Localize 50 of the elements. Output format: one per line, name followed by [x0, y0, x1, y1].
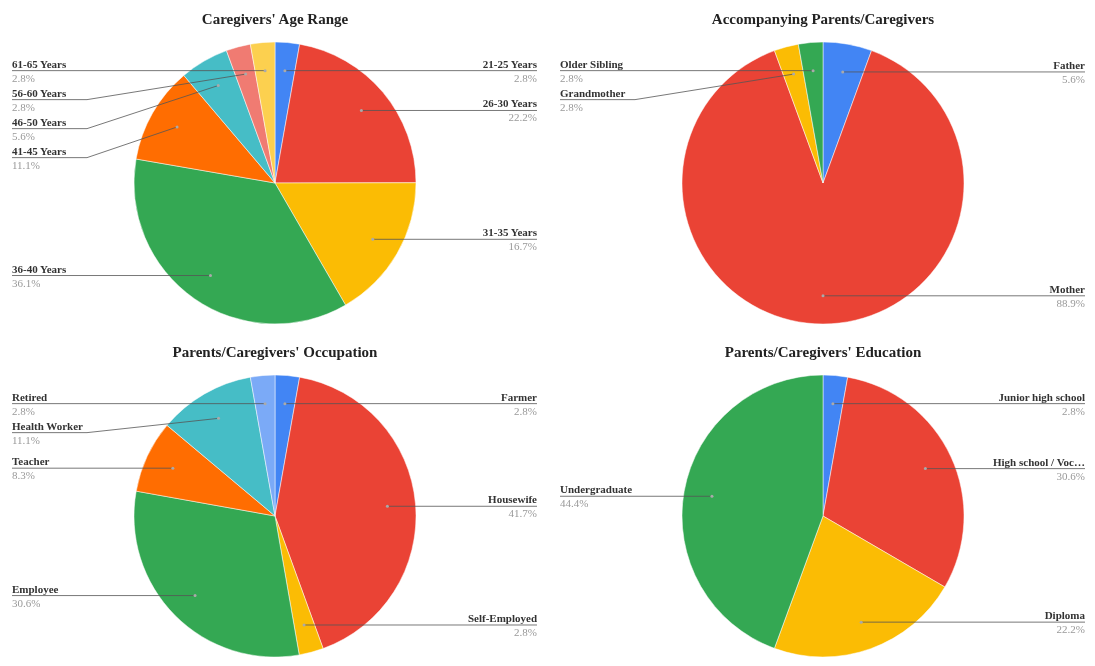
data-label: 16.7% [508, 240, 537, 253]
data-label: 2.8% [514, 625, 537, 638]
data-label: 88.9% [1056, 296, 1085, 309]
chart-title: Accompanying Parents/Caregivers [711, 11, 935, 27]
data-label: 2.8% [514, 404, 537, 417]
data-label: 8.3% [12, 469, 35, 482]
slice-label: 56-60 Years [12, 86, 67, 99]
slice-label: Grandmother [560, 86, 626, 99]
slice-label: Father [1053, 58, 1086, 71]
data-label: 5.6% [1062, 72, 1085, 85]
slice-label: 21-25 Years [482, 57, 538, 70]
slice-label: 31-35 Years [482, 226, 538, 239]
data-label: 44.4% [560, 497, 589, 510]
slice-label: 61-65 Years [12, 57, 67, 70]
slice-label: High school / Voc… [993, 455, 1085, 468]
data-label: 2.8% [12, 71, 35, 84]
data-label: 2.8% [12, 100, 35, 113]
data-label: 22.2% [508, 111, 537, 124]
slice-label: Employee [12, 582, 59, 595]
data-label: 41.7% [508, 507, 537, 520]
slice-label: Older Sibling [560, 57, 624, 70]
chart-title: Caregivers' Age Range [201, 11, 349, 27]
chart-title: Parents/Caregivers' Education [724, 344, 922, 360]
data-label: 11.1% [12, 158, 41, 171]
data-label: 36.1% [12, 276, 41, 289]
slice-label: Housewife [488, 493, 538, 506]
slice-label: Self-Employed [467, 611, 537, 624]
data-label: 5.6% [12, 129, 35, 142]
slice-label: 41-45 Years [12, 144, 67, 157]
data-label: 11.1% [12, 433, 41, 446]
data-label: 2.8% [12, 404, 35, 417]
data-label: 2.8% [514, 71, 537, 84]
slice-label: Farmer [500, 390, 538, 403]
data-label: 30.6% [1056, 469, 1085, 482]
slice-label: Health Worker [12, 419, 84, 432]
slice-label: Junior high school [998, 390, 1085, 403]
slice-label: 26-30 Years [482, 97, 538, 110]
slice-label: Retired [12, 390, 48, 403]
data-label: 2.8% [560, 71, 583, 84]
chart-title: Parents/Caregivers' Occupation [172, 344, 379, 360]
data-label: 2.8% [1062, 404, 1085, 417]
slice-label: 46-50 Years [12, 115, 67, 128]
data-label: 22.2% [1056, 623, 1085, 636]
data-label: 30.6% [12, 596, 41, 609]
slice-label: Mother [1049, 282, 1086, 295]
slice-label: Diploma [1044, 609, 1086, 622]
slice-label: 36-40 Years [12, 262, 67, 275]
slice-label: Undergraduate [560, 483, 633, 496]
slice-label: Teacher [12, 455, 50, 468]
data-label: 2.8% [560, 100, 583, 113]
